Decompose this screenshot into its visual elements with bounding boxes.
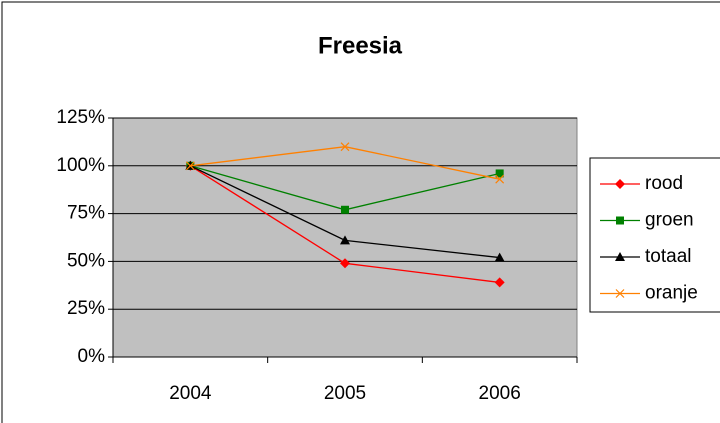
marker	[340, 258, 350, 269]
legend-label: rood	[645, 173, 683, 194]
marker	[340, 142, 350, 152]
marker	[495, 169, 504, 178]
legend-label: groen	[645, 210, 694, 231]
x-tick-label: 2004	[169, 383, 212, 404]
marker	[495, 174, 505, 184]
legend-marker	[615, 179, 625, 189]
y-tick-label: 25%	[67, 298, 105, 319]
x-tick-label: 2005	[324, 383, 366, 404]
marker	[340, 235, 350, 245]
x-tick-label: 2006	[479, 383, 521, 404]
marker	[185, 161, 195, 171]
legend-label: oranje	[645, 283, 698, 304]
y-tick-label: 125%	[56, 107, 105, 128]
y-tick-label: 100%	[56, 155, 105, 176]
legend-marker	[616, 216, 624, 225]
chart-title: Freesia	[318, 32, 403, 59]
y-tick-label: 0%	[78, 346, 106, 367]
legend-marker	[615, 289, 625, 298]
legend-label: totaal	[645, 246, 691, 267]
marker	[341, 205, 349, 214]
marker	[494, 277, 505, 288]
marker	[494, 252, 505, 262]
y-tick-label: 50%	[67, 250, 105, 271]
legend-marker	[615, 252, 625, 261]
y-tick-label: 75%	[67, 203, 105, 224]
